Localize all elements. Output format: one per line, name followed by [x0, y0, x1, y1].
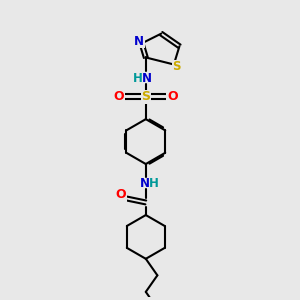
- Text: S: S: [141, 90, 150, 103]
- Text: H: H: [149, 177, 159, 190]
- Text: S: S: [172, 60, 181, 73]
- Text: O: O: [114, 90, 124, 103]
- Text: O: O: [167, 90, 178, 103]
- Text: N: N: [140, 177, 149, 190]
- Text: H: H: [133, 72, 143, 85]
- Text: N: N: [134, 35, 144, 48]
- Text: N: N: [142, 72, 152, 85]
- Text: O: O: [116, 188, 126, 201]
